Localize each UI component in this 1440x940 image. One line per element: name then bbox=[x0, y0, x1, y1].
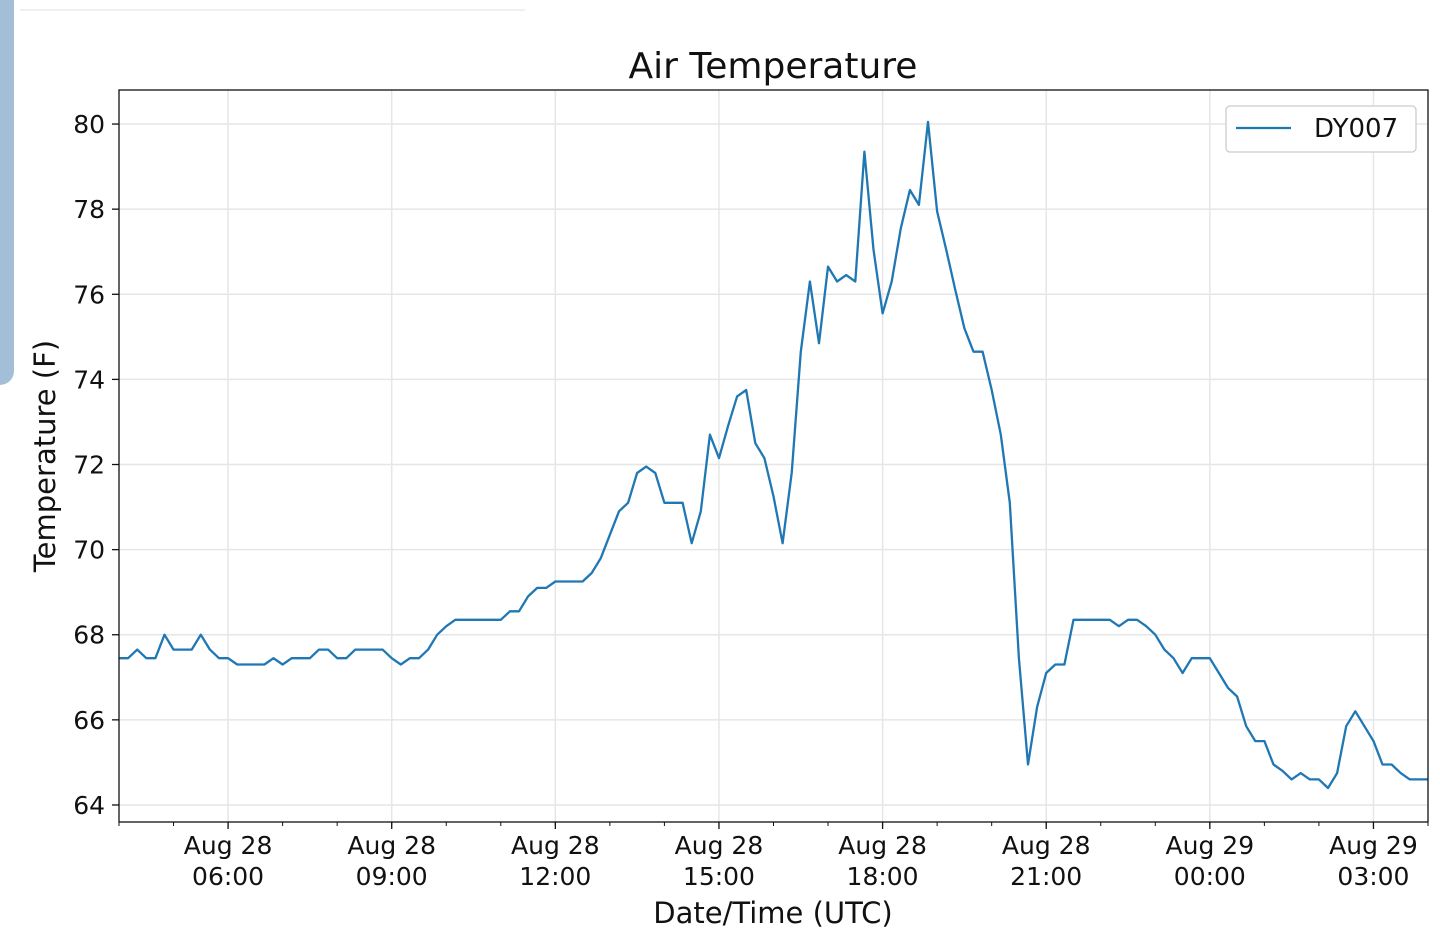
x-tick-label: Aug 28 09:00 bbox=[347, 831, 436, 891]
y-tick-label: 64 bbox=[73, 791, 105, 820]
x-tick-label-line: 21:00 bbox=[1010, 862, 1082, 891]
x-tick-label: Aug 28 12:00 bbox=[511, 831, 600, 891]
x-tick-label: Aug 28 15:00 bbox=[675, 831, 764, 891]
x-tick-label-line: 03:00 bbox=[1337, 862, 1409, 891]
x-axis-label: Date/Time (UTC) bbox=[653, 896, 892, 930]
y-tick-label: 78 bbox=[73, 195, 105, 224]
y-tick-label: 76 bbox=[73, 280, 105, 309]
plot-frame bbox=[118, 89, 1429, 823]
x-tick-label-line: 12:00 bbox=[519, 862, 591, 891]
y-tick-label: 72 bbox=[73, 451, 105, 480]
x-tick-label-line: 15:00 bbox=[683, 862, 755, 891]
x-tick-label-line: 06:00 bbox=[192, 862, 264, 891]
y-axis: 64 66 68 70 72 74 76 78 80 bbox=[73, 110, 119, 820]
x-tick-label: Aug 28 18:00 bbox=[838, 831, 927, 891]
legend-label-dy007: DY007 bbox=[1314, 114, 1398, 144]
series-line-dy007 bbox=[119, 120, 1428, 790]
x-tick-label-line: Aug 29 bbox=[1329, 831, 1418, 860]
y-tick-label: 80 bbox=[73, 110, 105, 139]
legend: DY007 bbox=[1225, 105, 1417, 153]
x-tick-label: Aug 28 21:00 bbox=[1002, 831, 1091, 891]
x-tick-label-line: 00:00 bbox=[1174, 862, 1246, 891]
x-tick-label-line: Aug 28 bbox=[838, 831, 927, 860]
x-tick-label: Aug 29 03:00 bbox=[1329, 831, 1418, 891]
x-tick-label-line: Aug 28 bbox=[675, 831, 764, 860]
x-tick-label-line: Aug 28 bbox=[511, 831, 600, 860]
legend-box bbox=[1225, 105, 1417, 153]
y-tick-label: 66 bbox=[73, 706, 105, 735]
y-tick-label: 74 bbox=[73, 365, 105, 394]
x-tick-label-line: Aug 29 bbox=[1166, 831, 1255, 860]
x-tick-label-line: Aug 28 bbox=[1002, 831, 1091, 860]
x-tick-label: Aug 29 00:00 bbox=[1166, 831, 1255, 891]
plot-area bbox=[119, 90, 1428, 822]
x-tick-label-line: Aug 28 bbox=[184, 831, 273, 860]
x-tick-label-line: 09:00 bbox=[356, 862, 428, 891]
chart-title: Air Temperature bbox=[629, 46, 918, 87]
x-tick-label: Aug 28 06:00 bbox=[184, 831, 273, 891]
grid bbox=[119, 90, 1428, 822]
y-tick-label: 68 bbox=[73, 621, 105, 650]
side-panel-tab[interactable] bbox=[0, 0, 14, 385]
y-tick-label: 70 bbox=[73, 536, 105, 565]
top-divider bbox=[20, 9, 525, 11]
x-tick-label-line: 18:00 bbox=[847, 862, 919, 891]
y-axis-label: Temperature (F) bbox=[28, 340, 62, 573]
x-tick-label-line: Aug 28 bbox=[347, 831, 436, 860]
series-layer bbox=[119, 120, 1428, 790]
